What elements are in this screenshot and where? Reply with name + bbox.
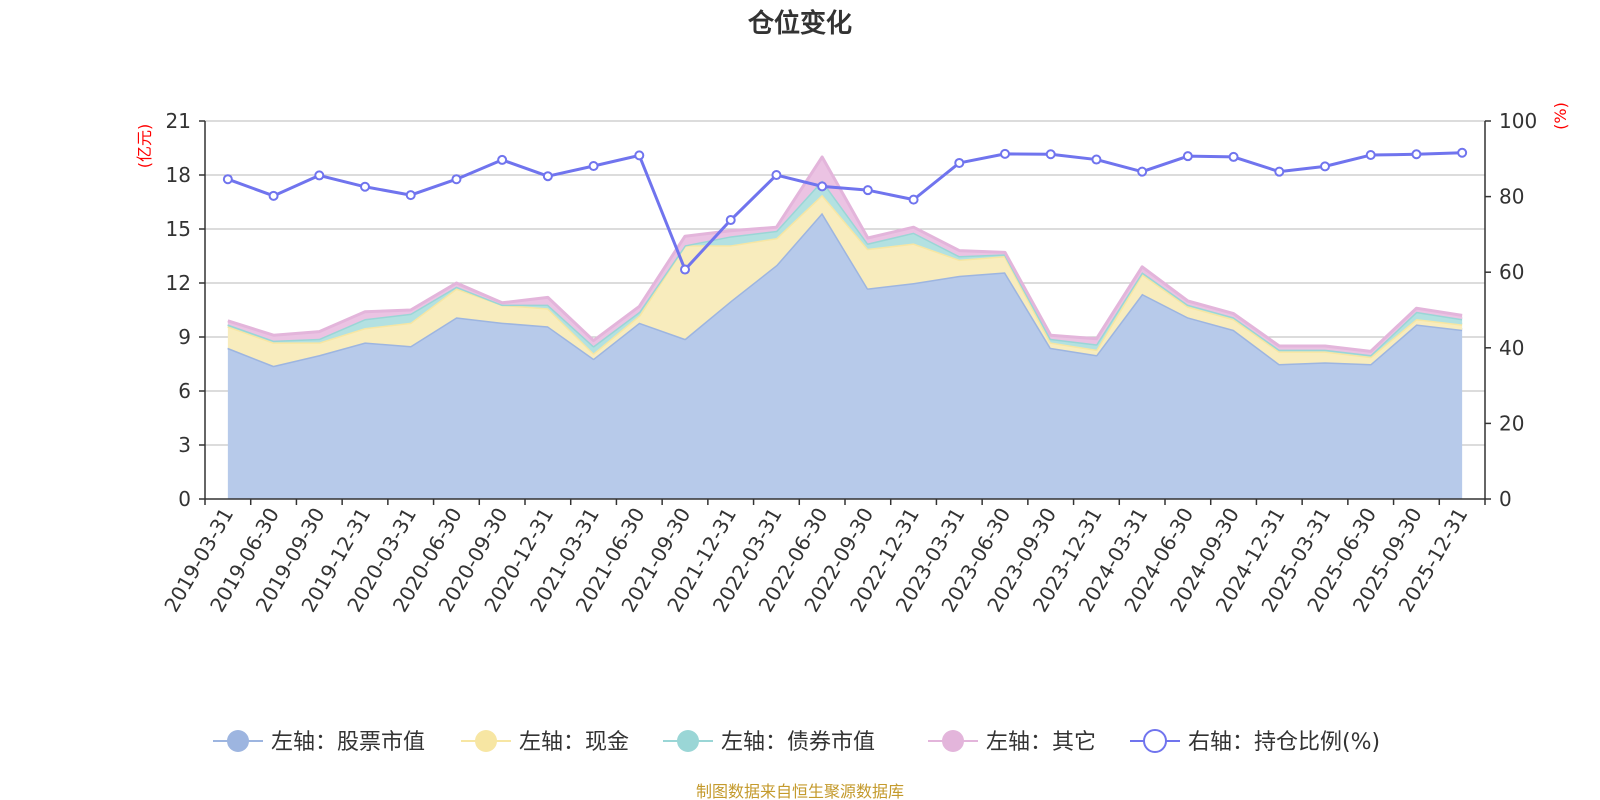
ratio-point bbox=[451, 174, 462, 185]
chart-title: 仓位变化 bbox=[747, 8, 852, 39]
ratio-point bbox=[497, 154, 508, 165]
left-tick-label: 15 bbox=[166, 217, 191, 241]
right-axis-unit: (%) bbox=[1551, 102, 1570, 130]
legend-label: 左轴：债券市值 bbox=[721, 730, 875, 755]
right-tick-label: 20 bbox=[1499, 411, 1524, 435]
left-axis-unit: (亿元) bbox=[135, 124, 154, 169]
legend-item[interactable]: 左轴：现金 bbox=[461, 730, 629, 755]
left-tick-label: 21 bbox=[166, 109, 191, 133]
ratio-point bbox=[1000, 148, 1010, 159]
ratio-point bbox=[1365, 150, 1376, 161]
ratio-point bbox=[862, 185, 873, 196]
ratio-point bbox=[1045, 149, 1056, 160]
legend-label: 右轴：持仓比例(%) bbox=[1188, 730, 1380, 755]
area-series-2 bbox=[227, 180, 1463, 357]
ratio-point bbox=[817, 181, 828, 192]
ratio-point bbox=[1320, 161, 1330, 172]
legend[interactable]: 左轴：股票市值 左轴：现金 左轴：债券市值 左轴：其它 右轴：持仓比例(%) bbox=[213, 729, 1380, 755]
ratio-point bbox=[771, 170, 782, 181]
ratio-point bbox=[542, 171, 553, 182]
left-tick-label: 0 bbox=[178, 487, 191, 511]
legend-marker bbox=[1143, 729, 1167, 753]
legend-item[interactable]: 左轴：其它 bbox=[928, 730, 1096, 755]
legend-item[interactable]: 左轴：股票市值 bbox=[213, 730, 425, 755]
legend-marker bbox=[942, 730, 964, 752]
ratio-point bbox=[954, 157, 965, 168]
ratio-point bbox=[222, 174, 233, 185]
ratio-point bbox=[405, 190, 416, 201]
legend-marker bbox=[227, 730, 249, 752]
ratio-point bbox=[268, 190, 279, 201]
legend-item[interactable]: 右轴：持仓比例(%) bbox=[1130, 729, 1380, 755]
legend-item[interactable]: 左轴：债券市值 bbox=[663, 730, 875, 755]
area-series-0 bbox=[227, 212, 1463, 500]
left-tick-label: 12 bbox=[166, 271, 191, 295]
right-tick-label: 80 bbox=[1499, 185, 1524, 209]
legend-marker bbox=[475, 730, 497, 752]
ratio-point bbox=[680, 264, 690, 275]
legend-label: 左轴：股票市值 bbox=[271, 730, 425, 755]
data-source-note: 制图数据来自恒生聚源数据库 bbox=[696, 782, 904, 800]
ratio-point bbox=[588, 160, 599, 171]
area-series-line-3 bbox=[227, 155, 1463, 353]
ratio-point bbox=[1182, 151, 1193, 162]
ratio-line bbox=[227, 151, 1463, 272]
legend-label: 左轴：现金 bbox=[519, 730, 629, 755]
stacked-areas bbox=[227, 155, 1463, 500]
position-ratio-line bbox=[222, 147, 1468, 275]
ratio-point bbox=[1228, 151, 1239, 162]
ratio-point bbox=[1091, 154, 1102, 165]
left-tick-label: 3 bbox=[178, 433, 191, 457]
left-tick-label: 9 bbox=[178, 325, 191, 349]
ratio-point bbox=[1274, 166, 1285, 177]
ratio-point bbox=[1137, 166, 1148, 177]
ratio-point bbox=[1411, 149, 1422, 160]
ratio-point bbox=[314, 170, 325, 181]
right-tick-label: 40 bbox=[1499, 336, 1524, 360]
right-tick-label: 100 bbox=[1499, 109, 1537, 133]
legend-label: 左轴：其它 bbox=[986, 730, 1096, 755]
area-series-1 bbox=[227, 194, 1463, 366]
right-tick-label: 0 bbox=[1499, 487, 1512, 511]
ratio-point bbox=[360, 181, 370, 192]
left-tick-label: 18 bbox=[166, 163, 191, 187]
ratio-point bbox=[908, 194, 919, 205]
legend-marker bbox=[677, 730, 699, 752]
ratio-point bbox=[1457, 147, 1468, 158]
ratio-point bbox=[725, 215, 736, 226]
ratio-point bbox=[634, 150, 645, 161]
left-tick-label: 6 bbox=[178, 379, 191, 403]
right-tick-label: 60 bbox=[1499, 260, 1524, 284]
